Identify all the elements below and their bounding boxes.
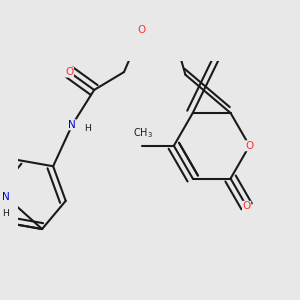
Text: O: O: [242, 201, 251, 211]
Text: O: O: [65, 67, 74, 77]
Text: H: H: [2, 209, 9, 218]
Text: H: H: [84, 124, 91, 133]
Text: N: N: [2, 192, 10, 202]
Text: O: O: [138, 25, 146, 35]
Text: N: N: [68, 120, 76, 130]
Text: CH$_3$: CH$_3$: [133, 126, 153, 140]
Text: O: O: [245, 141, 253, 151]
